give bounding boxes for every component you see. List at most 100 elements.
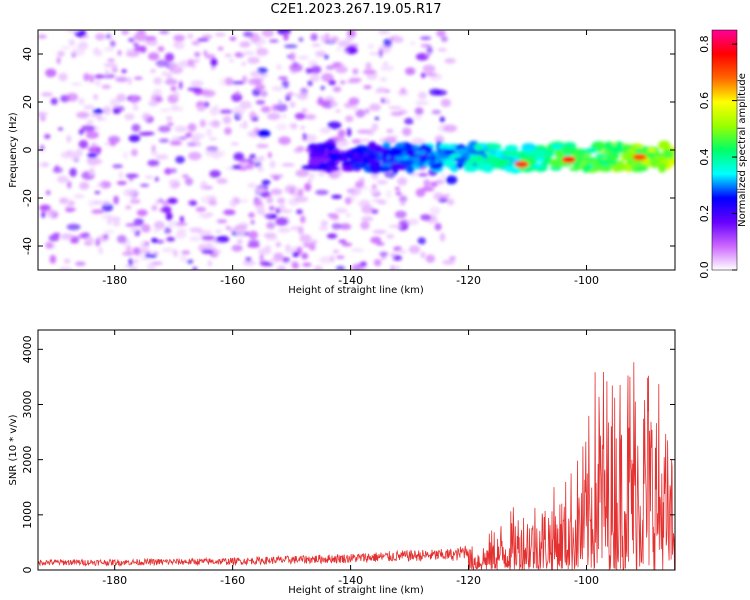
noise-speckle	[175, 155, 186, 164]
noise-speckle	[385, 100, 390, 105]
noise-speckle	[155, 95, 163, 103]
noise-speckle	[364, 200, 369, 204]
noise-speckle	[83, 104, 95, 110]
noise-speckle	[347, 30, 356, 38]
noise-speckle	[187, 58, 194, 67]
signal-blob	[507, 151, 515, 158]
noise-speckle	[346, 127, 352, 137]
noise-speckle	[285, 92, 292, 97]
noise-speckle	[320, 220, 329, 227]
noise-speckle	[346, 43, 359, 48]
colorbar-tick-label: 0.8	[698, 35, 711, 53]
noise-speckle	[140, 183, 150, 187]
noise-speckle	[181, 174, 189, 179]
noise-speckle	[158, 198, 163, 203]
noise-speckle	[125, 50, 140, 58]
noise-speckle	[87, 152, 98, 158]
noise-speckle	[52, 166, 63, 174]
noise-speckle	[181, 250, 191, 255]
signal-blob	[610, 146, 624, 154]
noise-speckle	[310, 239, 318, 245]
noise-speckle	[78, 139, 89, 149]
signal-blob	[663, 149, 673, 159]
noise-speckle	[277, 99, 283, 104]
noise-speckle	[267, 151, 272, 159]
noise-speckle	[277, 227, 291, 233]
noise-speckle	[133, 45, 144, 52]
noise-speckle	[256, 206, 266, 215]
noise-speckle	[302, 132, 307, 141]
noise-speckle	[378, 48, 383, 58]
noise-speckle	[180, 253, 187, 263]
noise-speckle	[429, 206, 441, 216]
signal-blob	[600, 161, 610, 168]
noise-speckle	[189, 227, 203, 233]
signal-blob	[389, 147, 403, 157]
colorbar-tick-label: 0.4	[698, 148, 711, 166]
noise-speckle	[241, 75, 248, 84]
noise-speckle	[66, 92, 79, 102]
noise-speckle	[440, 173, 446, 179]
noise-speckle	[405, 67, 416, 76]
heatmap-axes: -180 -160 -140 -120 -100 -40 -20 0 20 40	[21, 30, 675, 287]
noise-speckle	[102, 200, 111, 205]
noise-speckle	[65, 208, 74, 212]
noise-speckle	[128, 174, 134, 182]
noise-speckle	[57, 175, 69, 183]
noise-speckle	[430, 181, 438, 188]
signal-blob	[554, 149, 565, 159]
noise-speckle	[172, 249, 179, 258]
noise-speckle	[339, 80, 346, 85]
noise-speckle	[109, 139, 117, 147]
noise-speckle	[276, 197, 286, 204]
noise-speckle	[59, 198, 72, 204]
noise-speckle	[250, 219, 255, 225]
noise-speckle	[213, 105, 220, 113]
noise-speckle	[165, 212, 173, 221]
noise-speckle	[348, 97, 360, 106]
noise-speckle	[337, 129, 346, 138]
noise-speckle	[174, 91, 180, 100]
noise-speckle	[122, 251, 134, 256]
noise-speckle	[158, 125, 171, 133]
noise-speckle	[207, 260, 212, 267]
noise-speckle	[260, 90, 268, 98]
noise-speckle	[178, 80, 183, 90]
noise-speckle	[443, 124, 458, 133]
noise-speckle	[201, 249, 214, 254]
signal-blob	[443, 158, 456, 168]
noise-speckle	[66, 135, 72, 143]
noise-speckle	[364, 108, 370, 114]
noise-speckle	[236, 239, 243, 245]
noise-speckle	[94, 191, 101, 194]
noise-speckle	[260, 73, 269, 78]
noise-speckle	[289, 101, 296, 108]
noise-speckle	[266, 197, 274, 204]
noise-speckle	[128, 134, 141, 143]
snr-y-tick-label: 0	[21, 567, 34, 574]
signal-blob	[356, 145, 368, 150]
noise-speckle	[281, 79, 289, 89]
noise-speckle	[365, 62, 372, 71]
noise-speckle	[151, 261, 163, 265]
noise-speckle	[351, 139, 362, 144]
noise-speckle	[225, 225, 231, 230]
noise-speckle	[261, 179, 271, 185]
noise-speckle	[201, 235, 216, 240]
signal-peak	[561, 156, 576, 164]
noise-speckle	[243, 120, 248, 129]
noise-speckle	[295, 169, 310, 177]
signal-blob	[549, 158, 565, 168]
noise-speckle	[111, 216, 121, 224]
noise-speckle	[186, 259, 194, 264]
noise-speckle	[194, 51, 201, 58]
noise-speckle	[71, 82, 82, 86]
noise-speckle	[311, 43, 321, 47]
noise-speckle	[398, 195, 408, 203]
noise-speckle	[345, 35, 354, 43]
noise-speckle	[376, 179, 388, 185]
noise-speckle	[159, 30, 170, 34]
noise-speckle	[103, 233, 109, 240]
noise-speckle	[276, 265, 286, 270]
noise-speckle	[352, 68, 359, 75]
